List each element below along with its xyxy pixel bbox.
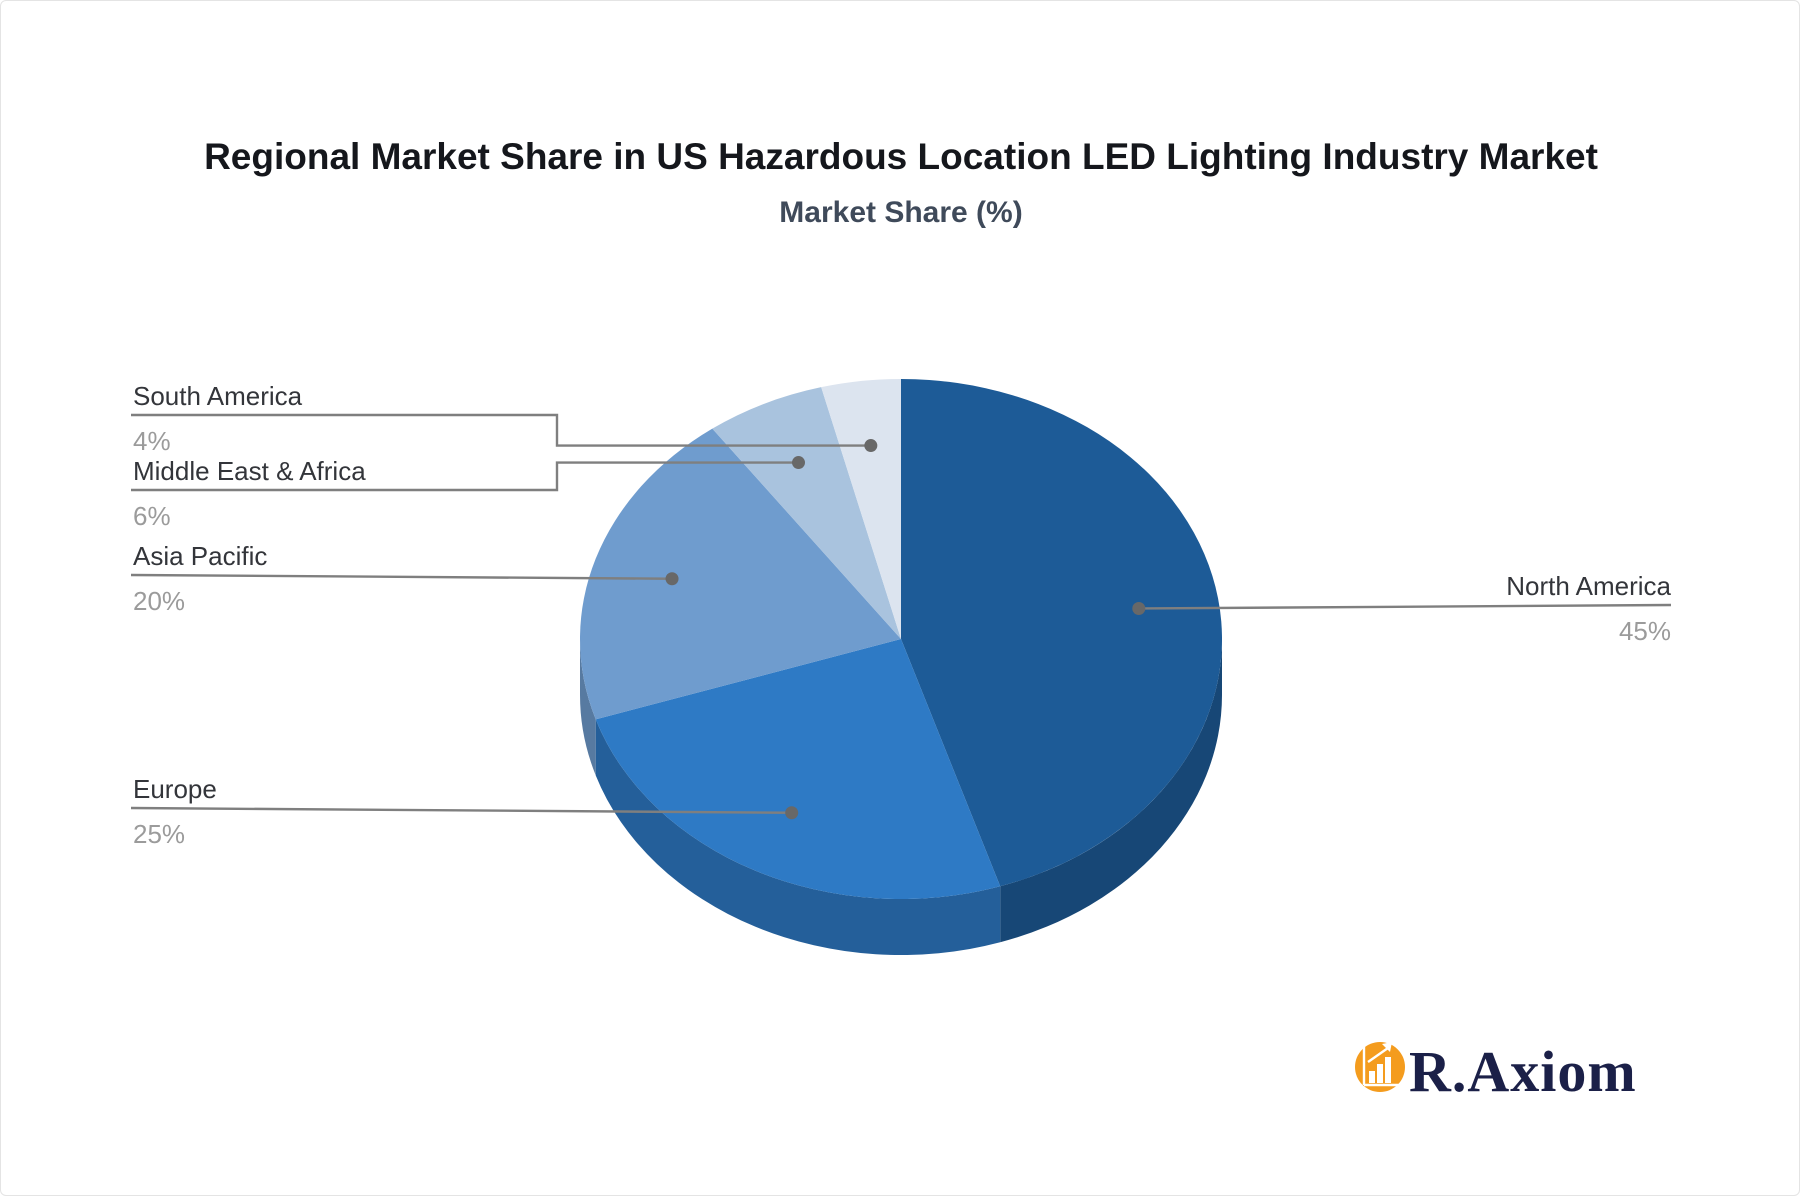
pie-slice-side-europe	[595, 719, 1001, 955]
callout-line-north-america	[1138, 603, 1672, 610]
chart-subtitle: Market Share (%)	[779, 196, 1022, 229]
callout-value-north-america: 45%	[1619, 616, 1671, 646]
pie-3d-sides	[580, 639, 1222, 955]
callout-dot-north-america	[1132, 601, 1146, 615]
callout-dot-south-america	[864, 439, 878, 453]
callout-label-middle-east-africa: Middle East & Africa	[133, 456, 366, 486]
callout-label-asia-pacific: Asia Pacific	[133, 541, 267, 571]
pie-slice-asia-pacific[interactable]	[580, 428, 901, 720]
pie-callouts: North America 45% Europe 25% Asia Pacific 20%…	[130, 381, 1672, 849]
callout-value-asia-pacific: 20%	[133, 586, 185, 616]
pie-slice-side-north-america	[1000, 639, 1222, 943]
callout-dot-europe	[785, 806, 799, 820]
chart-title: Regional Market Share in US Hazardous Lo…	[204, 136, 1598, 177]
callout-label-europe: Europe	[133, 774, 217, 804]
callout-line-middle-east-africa	[131, 461, 799, 492]
callout-line-europe	[130, 806, 792, 814]
brand-logo: R.Axiom	[1355, 1039, 1637, 1104]
bar-chart-growth-icon	[1362, 1047, 1399, 1087]
callout-value-europe: 25%	[133, 819, 185, 849]
pie-slices	[580, 379, 1222, 899]
callout-value-south-america: 4%	[133, 426, 171, 456]
callout-label-north-america: North America	[1506, 571, 1671, 601]
callout-line-asia-pacific	[130, 573, 673, 580]
pie-slice-side-asia-pacific	[580, 639, 596, 776]
pie-slice-south-america[interactable]	[821, 379, 901, 639]
callout-label-south-america: South America	[133, 381, 303, 411]
bar-chart-growth-icon-bars	[1369, 1042, 1392, 1083]
callout-line-south-america	[131, 413, 871, 447]
pie-slice-europe[interactable]	[595, 639, 1001, 899]
callout-value-middle-east-africa: 6%	[133, 501, 171, 531]
pie-slice-middle-east-africa[interactable]	[712, 387, 901, 639]
callout-dot-middle-east-africa	[791, 456, 805, 470]
callout-dot-asia-pacific	[665, 572, 679, 586]
pie-slice-north-america[interactable]	[901, 379, 1222, 887]
logo-wordmark: R.Axiom	[1409, 1039, 1637, 1104]
